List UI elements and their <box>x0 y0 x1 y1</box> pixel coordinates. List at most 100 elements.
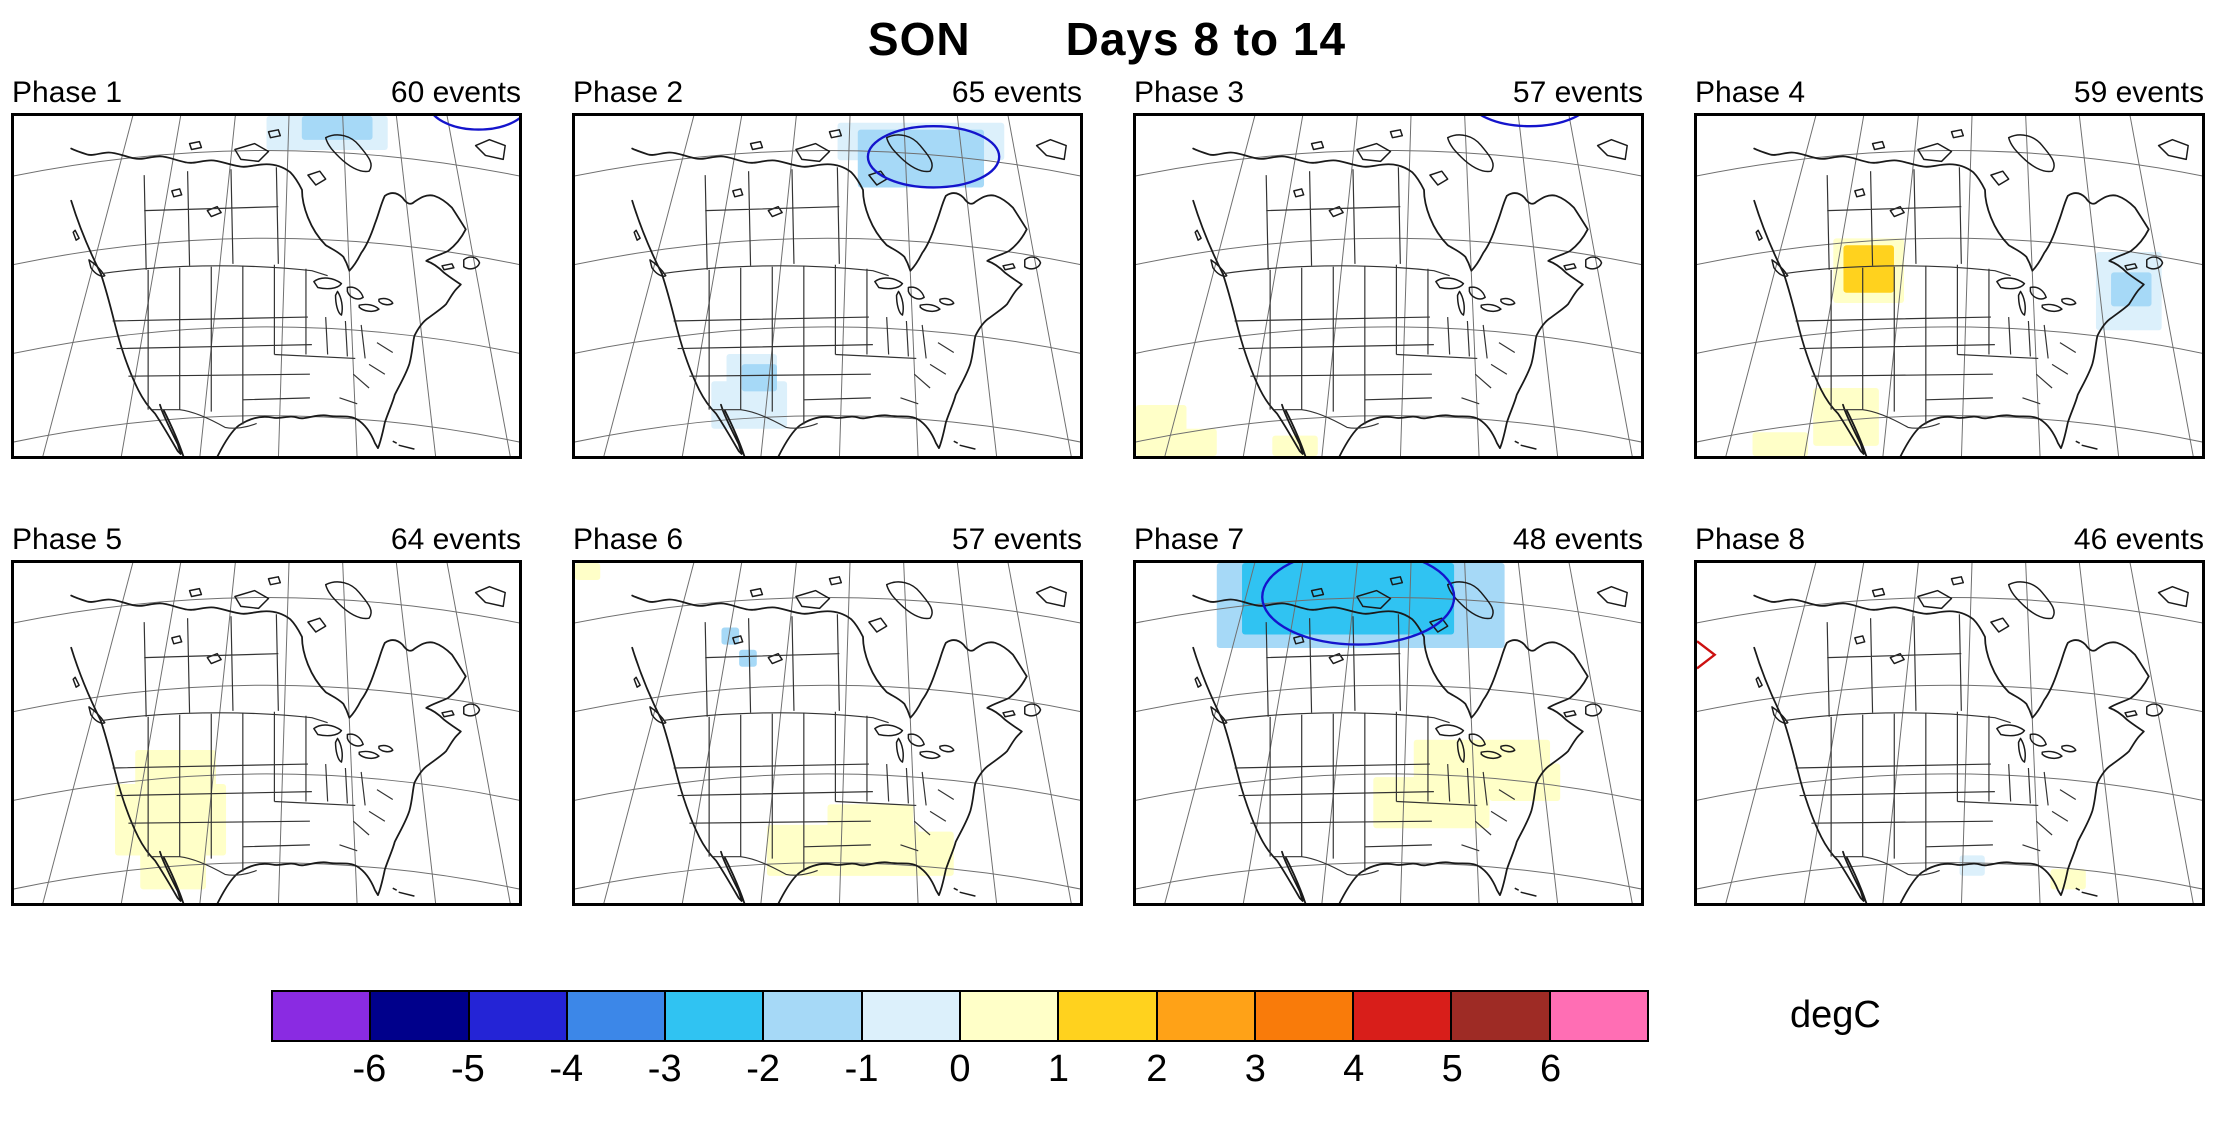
anomaly-shading <box>1959 855 2086 890</box>
contour-lines <box>1480 116 1580 128</box>
anomaly-patch <box>2050 869 2086 890</box>
panel: Phase 4 59 events <box>1694 76 2205 459</box>
phase-label: Phase 5 <box>12 523 123 556</box>
panel-header: Phase 5 64 events <box>11 523 522 557</box>
colorbar-cell <box>1354 992 1453 1040</box>
events-label: 57 events <box>1512 76 1643 109</box>
colorbar-row: -6 -5 -4 -3 -2 -1 0 1 2 3 4 5 6 degC <box>0 990 2214 1106</box>
colorbar-tick: -4 <box>549 1048 584 1090</box>
colorbar-tick: 5 <box>1441 1048 1463 1090</box>
colorbar-tick: -5 <box>450 1048 485 1090</box>
anomaly-patch <box>721 627 740 645</box>
contour-lines <box>433 116 519 131</box>
panel-header: Phase 7 48 events <box>1133 523 1644 557</box>
panel: Phase 2 65 events <box>572 76 1083 459</box>
title-range: Days 8 to 14 <box>1065 13 1347 65</box>
colorbar-tick: 6 <box>1539 1048 1562 1090</box>
map-frame <box>11 560 522 906</box>
panel: Phase 8 46 events <box>1694 523 2205 906</box>
contour <box>1480 116 1580 128</box>
phase-label: Phase 3 <box>1134 76 1245 109</box>
phase-label: Phase 2 <box>573 76 684 109</box>
contour <box>1697 640 1717 670</box>
panel: Phase 7 48 events <box>1133 523 1644 906</box>
map-svg <box>1136 563 1641 903</box>
map-svg <box>575 116 1080 456</box>
events-label: 59 events <box>2073 76 2204 109</box>
basemap <box>1697 563 2202 903</box>
map-frame <box>1133 113 1644 459</box>
events-label: 48 events <box>1512 523 1643 556</box>
panel: Phase 5 64 events <box>11 523 522 906</box>
basemap <box>1136 116 1641 456</box>
contour <box>1261 563 1456 646</box>
anomaly-patch <box>575 563 601 581</box>
colorbar-tick: -6 <box>352 1048 387 1090</box>
phase-label: Phase 4 <box>1695 76 1806 109</box>
colorbar-cell <box>1255 992 1355 1040</box>
anomaly-patch <box>135 750 216 795</box>
colorbar-cell <box>862 992 961 1040</box>
anomaly-patch <box>1171 428 1217 456</box>
colorbar-tick: 1 <box>1047 1048 1069 1090</box>
anomaly-shading <box>575 563 954 876</box>
colorbar-unit-label: degC <box>1790 994 1881 1036</box>
map-frame <box>1694 560 2205 906</box>
anomaly-patch <box>739 649 757 667</box>
contour-lines <box>1261 563 1456 646</box>
map-svg <box>1697 116 2202 456</box>
colorbar-cell <box>666 992 765 1040</box>
figure-title: SON Days 8 to 14 <box>0 0 2214 66</box>
anomaly-shading <box>266 116 388 150</box>
contour <box>433 116 519 131</box>
map-frame <box>1133 560 1644 906</box>
contour <box>866 125 1001 189</box>
phase-label: Phase 8 <box>1695 523 1806 556</box>
anomaly-shading <box>711 122 1005 429</box>
map-frame <box>1694 113 2205 459</box>
colorbar-cell <box>273 992 372 1040</box>
map-frame <box>572 113 1083 459</box>
anomaly-shading <box>1136 405 1318 456</box>
events-label: 46 events <box>2073 523 2204 556</box>
colorbar-tick: 4 <box>1343 1048 1365 1090</box>
map-svg <box>1136 116 1641 456</box>
panel-header: Phase 2 65 events <box>572 76 1083 110</box>
title-season: SON <box>867 13 971 65</box>
anomaly-patch <box>115 784 227 856</box>
colorbar-tick: 2 <box>1146 1048 1168 1090</box>
events-label: 65 events <box>951 76 1082 109</box>
colorbar-ticks: -6 -5 -4 -3 -2 -1 0 1 2 3 4 5 6 <box>271 1048 1649 1096</box>
phase-label: Phase 6 <box>573 523 684 556</box>
anomaly-patch <box>1959 855 1985 876</box>
basemap <box>14 563 519 903</box>
colorbar-cell <box>567 992 667 1040</box>
panels-grid: Phase 1 60 events Phase 2 65 events Phas <box>0 76 2214 906</box>
colorbar <box>271 990 1649 1042</box>
events-label: 57 events <box>951 523 1082 556</box>
events-label: 60 events <box>390 76 521 109</box>
panel-header: Phase 8 46 events <box>1694 523 2205 557</box>
colorbar-cell <box>1452 992 1551 1040</box>
colorbar-cell <box>469 992 568 1040</box>
colorbar-cell <box>1550 992 1647 1040</box>
colorbar-cell <box>1157 992 1256 1040</box>
colorbar-tick: -1 <box>844 1048 879 1090</box>
colorbar-cell <box>1059 992 1158 1040</box>
map-frame <box>572 560 1083 906</box>
colorbar-cell <box>764 992 863 1040</box>
colorbar-cell <box>371 992 470 1040</box>
map-svg <box>14 563 519 903</box>
panel-header: Phase 4 59 events <box>1694 76 2205 110</box>
anomaly-patch <box>1272 435 1318 456</box>
events-label: 64 events <box>390 523 521 556</box>
map-svg <box>575 563 1080 903</box>
anomaly-shading <box>115 750 227 890</box>
basemap <box>575 116 1080 456</box>
panel-header: Phase 1 60 events <box>11 76 522 110</box>
panel: Phase 3 57 events <box>1133 76 1644 459</box>
anomaly-patch <box>301 116 373 140</box>
colorbar-tick: 3 <box>1244 1048 1266 1090</box>
panel-header: Phase 3 57 events <box>1133 76 1644 110</box>
anomaly-patch <box>1843 245 1894 293</box>
